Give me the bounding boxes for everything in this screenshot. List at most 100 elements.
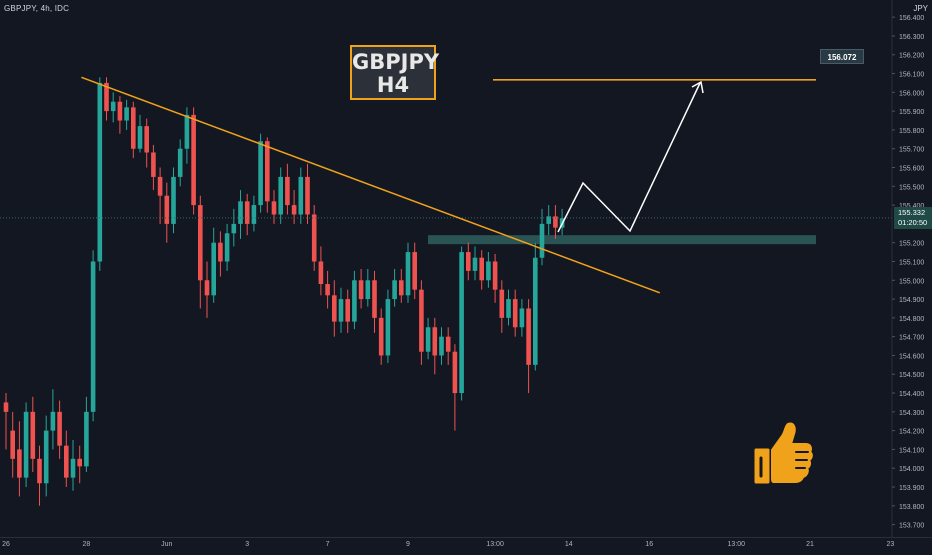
candle-bear	[372, 280, 377, 318]
candle-bear	[479, 257, 484, 281]
candle-bear	[164, 195, 170, 224]
candle-bull	[405, 252, 411, 296]
candle-bear	[466, 252, 471, 271]
candle-bear	[30, 411, 36, 459]
candle-bear	[244, 201, 250, 224]
candle-bear	[399, 280, 404, 296]
candle-bull	[506, 299, 511, 318]
candle-bear	[131, 107, 136, 149]
candle-bull	[251, 205, 257, 224]
candle-bear	[77, 458, 82, 467]
y-tick-label: 155.700	[899, 147, 924, 154]
candle-bear	[265, 141, 270, 202]
candle-bear	[271, 201, 277, 215]
target-price-label: 156.072	[820, 49, 864, 64]
candles	[3, 77, 565, 506]
symbol-label[interactable]: GBPJPY, 4h, IDC	[4, 4, 70, 13]
candle-bear	[445, 336, 451, 352]
candle-bear	[325, 284, 330, 296]
candle-bear	[332, 295, 337, 322]
candle-bear	[492, 261, 498, 290]
candle-bear	[204, 280, 210, 296]
y-tick-label: 154.600	[899, 353, 924, 360]
x-tick-label: 16	[645, 541, 653, 548]
x-tick-label: 7	[326, 541, 330, 548]
y-tick-label: 155.200	[899, 241, 924, 248]
candle-bear	[412, 252, 417, 290]
x-tick-label: 28	[83, 541, 91, 548]
candle-bull	[224, 233, 230, 262]
y-tick-label: 155.400	[899, 203, 924, 210]
candle-bull	[472, 257, 478, 271]
candle-bear	[305, 176, 310, 215]
y-tick-label: 155.500	[899, 184, 924, 191]
y-tick-label: 155.800	[899, 128, 924, 135]
y-tick-label: 154.700	[899, 335, 924, 342]
candle-bull	[231, 223, 237, 234]
price-axis: 156.400 156.300 156.200 156.100 156.000 155.9…	[891, 0, 924, 538]
x-tick-label: 13:00	[486, 541, 504, 548]
candle-bull	[177, 148, 183, 177]
descending-trendline	[81, 76, 661, 294]
candle-bull	[211, 242, 216, 296]
candle-bear	[291, 205, 297, 215]
thumbs-up-icon	[754, 422, 813, 484]
candle-bear	[318, 261, 324, 285]
candle-bear	[10, 430, 15, 459]
y-tick-label: 154.900	[899, 297, 924, 304]
current-price: 155.332	[898, 208, 926, 217]
candle-bull	[110, 101, 116, 112]
candle-bull	[278, 176, 283, 215]
candle-bear	[512, 299, 518, 328]
candle-bear	[3, 402, 9, 412]
title-pair: GBPJPY	[352, 50, 440, 74]
y-tick-label: 154.200	[899, 429, 924, 436]
x-tick-label: 26	[2, 541, 10, 548]
candle-bull	[238, 201, 243, 224]
candle-bear	[64, 445, 69, 478]
currency-label: JPY	[913, 4, 928, 13]
candle-bear	[104, 82, 109, 112]
candle-bull	[533, 257, 538, 365]
y-tick-label: 155.600	[899, 166, 924, 173]
candle-bear	[285, 176, 290, 206]
y-tick-label: 156.000	[899, 90, 924, 97]
candle-bull	[338, 299, 344, 322]
candle-bull	[43, 430, 49, 484]
y-tick-label: 154.500	[899, 372, 924, 379]
candle-bull	[486, 261, 491, 281]
candle-bull	[539, 223, 545, 258]
y-tick-label: 156.100	[899, 72, 924, 79]
candle-bull	[385, 299, 391, 356]
candle-bear	[191, 114, 196, 206]
candle-bear	[17, 449, 22, 478]
candle-bull	[352, 280, 357, 322]
candle-bear	[419, 289, 424, 352]
x-tick-label: 13:00	[728, 541, 746, 548]
y-tick-label: 156.400	[899, 15, 924, 22]
candle-bull	[50, 411, 56, 431]
candle-bear	[526, 308, 531, 365]
projection-path	[557, 82, 701, 233]
candle-bull	[439, 336, 444, 356]
y-tick-label: 153.700	[899, 523, 924, 530]
support-zone-rect	[428, 235, 816, 245]
candle-bear	[57, 411, 62, 446]
candle-bear	[499, 289, 505, 318]
y-tick-label: 154.800	[899, 316, 924, 323]
x-tick-label: 23	[887, 541, 895, 548]
candle-bull	[425, 327, 431, 352]
candle-bear	[117, 101, 123, 121]
candle-bull	[392, 280, 397, 300]
title-timeframe: H4	[376, 73, 410, 97]
x-tick-label: Jun	[161, 541, 172, 548]
candle-bull	[90, 261, 96, 412]
candle-bear	[218, 242, 223, 262]
candle-bull	[519, 308, 525, 328]
candle-bear	[37, 458, 42, 484]
y-tick-label: 155.900	[899, 109, 924, 116]
y-tick-label: 153.900	[899, 485, 924, 492]
